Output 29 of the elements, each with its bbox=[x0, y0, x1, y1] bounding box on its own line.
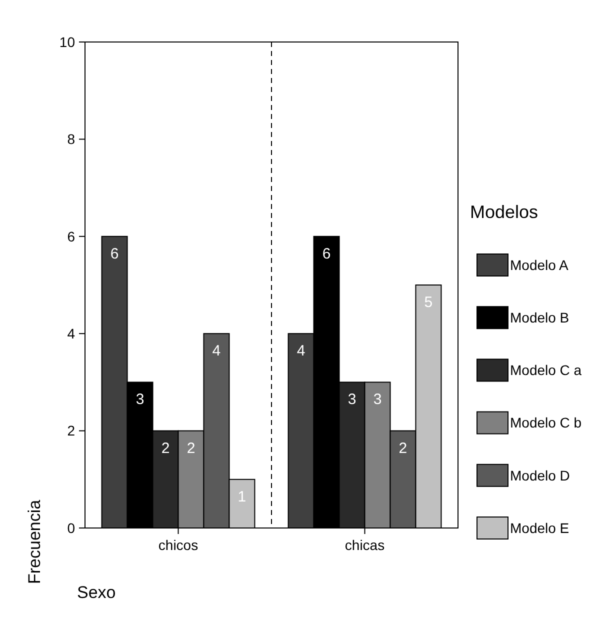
legend-label: Modelo D bbox=[510, 467, 570, 484]
x-tick-label: chicos bbox=[158, 537, 198, 553]
data-label: 1 bbox=[238, 488, 246, 506]
y-tick-label: 0 bbox=[67, 520, 76, 536]
data-label: 6 bbox=[322, 245, 331, 262]
x-axis-title: Sexo bbox=[77, 583, 116, 602]
data-label: 5 bbox=[424, 294, 433, 311]
data-label: 3 bbox=[348, 391, 356, 408]
y-tick-label: 2 bbox=[67, 422, 76, 439]
legend-title: Modelos bbox=[470, 202, 538, 222]
data-label: 4 bbox=[296, 342, 306, 360]
data-label: 2 bbox=[186, 440, 196, 457]
data-label: 3 bbox=[136, 391, 144, 408]
y-tick-label: 4 bbox=[67, 326, 76, 342]
data-label: 2 bbox=[398, 440, 408, 457]
y-tick-label: 8 bbox=[67, 131, 76, 148]
legend-label: Modelo B bbox=[510, 310, 570, 326]
legend-label: Modelo E bbox=[510, 520, 570, 536]
legend-label: Modelo A bbox=[510, 256, 570, 273]
data-label: 2 bbox=[161, 440, 170, 457]
data-label: 6 bbox=[110, 245, 119, 262]
y-axis-title: Frecuencia bbox=[25, 499, 44, 584]
data-label: 4 bbox=[212, 342, 221, 360]
legend-label: Modelo C a bbox=[510, 362, 582, 378]
legend-label: Modelo C b bbox=[510, 414, 582, 431]
y-tick-label: 6 bbox=[67, 228, 76, 244]
y-tick-label: 10 bbox=[59, 34, 76, 50]
data-label: 3 bbox=[373, 391, 382, 408]
x-tick-label: chicas bbox=[344, 537, 385, 553]
